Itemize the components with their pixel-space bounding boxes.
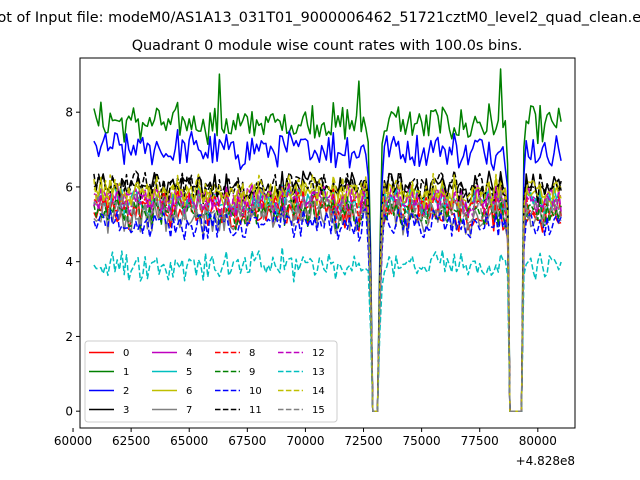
figure-suptitle: Plot of Input file: modeM0/AS1A13_031T01… [0,10,640,26]
legend-label-7: 7 [186,405,192,416]
legend-label-0: 0 [123,348,129,359]
legend-label-6: 6 [186,386,192,397]
legend-label-3: 3 [123,405,129,416]
series-line-13 [93,246,562,412]
legend-label-4: 4 [186,348,192,359]
legend-label-15: 15 [312,405,325,416]
legend-label-1: 1 [123,367,129,378]
x-tick-label: 67500 [228,434,266,448]
legend-label-9: 9 [249,367,255,378]
x-tick-label: 77500 [461,434,499,448]
legend-label-2: 2 [123,386,129,397]
x-offset-label: +4.828e8 [516,454,575,468]
series-line-14 [93,172,562,412]
x-tick-label: 62500 [112,434,150,448]
y-tick-label: 8 [65,106,73,120]
x-tick-label: 65000 [170,434,208,448]
legend-label-13: 13 [312,367,325,378]
plot-frame [79,57,576,429]
legend-frame [84,340,338,423]
legend-label-11: 11 [249,405,262,416]
legend-label-10: 10 [249,386,262,397]
series-line-10 [93,206,562,412]
series-line-11 [93,169,562,412]
x-tick-label: 75000 [403,434,441,448]
x-axis: 60000 62500 65000 67500 70000 72500 75000 77500… [54,428,557,448]
series-line-9 [93,195,562,412]
series-layer [93,68,562,412]
series-line-12 [93,184,562,412]
y-tick-label: 0 [65,405,73,419]
legend-label-5: 5 [186,367,192,378]
chart-title: Quadrant 0 module wise count rates with … [132,38,523,54]
y-tick-label: 4 [65,255,73,269]
x-tick-label: 70000 [286,434,324,448]
legend-label-12: 12 [312,348,325,359]
x-tick-label: 60000 [54,434,92,448]
x-tick-label: 72500 [344,434,382,448]
series-line-2 [93,129,562,412]
y-tick-label: 6 [65,180,73,194]
series-line-1 [93,68,562,412]
y-axis: 0 2 4 6 8 [65,106,80,419]
x-tick-label: 80000 [519,434,557,448]
series-line-15 [93,190,562,412]
legend-label-8: 8 [249,348,255,359]
y-tick-label: 2 [65,330,73,344]
legend-label-14: 14 [312,386,325,397]
